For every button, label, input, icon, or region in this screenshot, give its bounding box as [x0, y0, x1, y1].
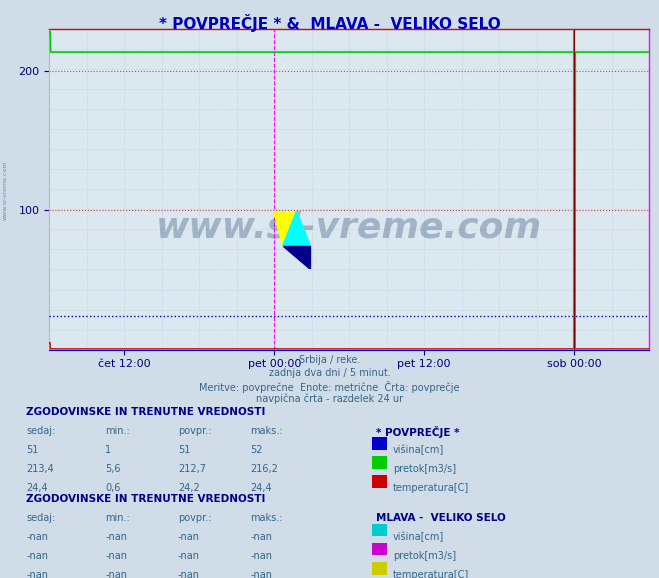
Text: višina[cm]: višina[cm] [393, 445, 444, 455]
Text: povpr.:: povpr.: [178, 426, 212, 436]
Text: -nan: -nan [105, 570, 127, 578]
Text: -nan: -nan [26, 551, 48, 561]
Text: min.:: min.: [105, 426, 130, 436]
Text: 51: 51 [178, 445, 190, 455]
Text: -nan: -nan [250, 532, 272, 542]
Text: ZGODOVINSKE IN TRENUTNE VREDNOSTI: ZGODOVINSKE IN TRENUTNE VREDNOSTI [26, 494, 266, 504]
Text: višina[cm]: višina[cm] [393, 532, 444, 542]
Text: zadnja dva dni / 5 minut.: zadnja dva dni / 5 minut. [269, 368, 390, 378]
Polygon shape [283, 211, 310, 246]
Text: -nan: -nan [178, 551, 200, 561]
Text: * POVPREČJE *: * POVPREČJE * [376, 426, 459, 438]
Text: -nan: -nan [26, 570, 48, 578]
Text: www.si-vreme.com: www.si-vreme.com [156, 211, 542, 245]
Text: pretok[m3/s]: pretok[m3/s] [393, 551, 456, 561]
Text: 24,2: 24,2 [178, 483, 200, 493]
Text: -nan: -nan [250, 551, 272, 561]
Text: -nan: -nan [26, 532, 48, 542]
Text: 24,4: 24,4 [250, 483, 272, 493]
Text: maks.:: maks.: [250, 513, 283, 523]
Text: -nan: -nan [178, 570, 200, 578]
Text: 0,6: 0,6 [105, 483, 121, 493]
Text: ZGODOVINSKE IN TRENUTNE VREDNOSTI: ZGODOVINSKE IN TRENUTNE VREDNOSTI [26, 407, 266, 417]
Text: 51: 51 [26, 445, 39, 455]
Text: min.:: min.: [105, 513, 130, 523]
Text: Srbija / reke.: Srbija / reke. [299, 355, 360, 365]
Text: 213,4: 213,4 [26, 464, 54, 474]
Text: 5,6: 5,6 [105, 464, 121, 474]
Text: www.si-vreme.com: www.si-vreme.com [3, 161, 8, 220]
Text: -nan: -nan [178, 532, 200, 542]
Text: MLAVA -  VELIKO SELO: MLAVA - VELIKO SELO [376, 513, 505, 523]
Text: sedaj:: sedaj: [26, 513, 55, 523]
Text: Meritve: povprečne  Enote: metrične  Črta: povprečje: Meritve: povprečne Enote: metrične Črta:… [199, 381, 460, 393]
Text: 212,7: 212,7 [178, 464, 206, 474]
Text: navpična črta - razdelek 24 ur: navpična črta - razdelek 24 ur [256, 394, 403, 404]
Text: maks.:: maks.: [250, 426, 283, 436]
Text: 216,2: 216,2 [250, 464, 278, 474]
Text: -nan: -nan [250, 570, 272, 578]
Text: 1: 1 [105, 445, 111, 455]
Text: temperatura[C]: temperatura[C] [393, 570, 469, 578]
Text: -nan: -nan [105, 532, 127, 542]
Text: 52: 52 [250, 445, 263, 455]
Text: 24,4: 24,4 [26, 483, 48, 493]
Text: pretok[m3/s]: pretok[m3/s] [393, 464, 456, 474]
Polygon shape [283, 246, 310, 269]
Text: -nan: -nan [105, 551, 127, 561]
Text: * POVPREČJE * &  MLAVA -  VELIKO SELO: * POVPREČJE * & MLAVA - VELIKO SELO [159, 14, 500, 32]
Text: sedaj:: sedaj: [26, 426, 55, 436]
Text: povpr.:: povpr.: [178, 513, 212, 523]
Text: temperatura[C]: temperatura[C] [393, 483, 469, 493]
Polygon shape [273, 211, 297, 246]
